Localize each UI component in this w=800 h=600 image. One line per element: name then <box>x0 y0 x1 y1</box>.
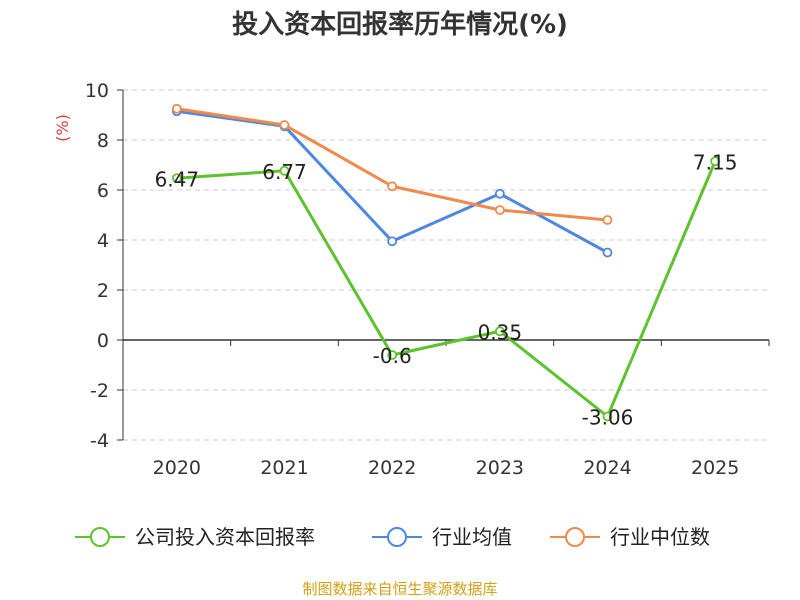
y-axis: -4 -2 0 2 4 6 8 10 <box>85 80 124 452</box>
y-tick-label: 10 <box>85 80 109 102</box>
data-point <box>387 236 398 247</box>
data-point <box>279 165 290 176</box>
series-lines <box>171 103 721 422</box>
data-label: -0.6 <box>373 344 412 368</box>
data-point <box>171 173 182 184</box>
x-axis: 2020 2021 2022 2023 2024 2025 <box>122 339 770 479</box>
legend-marker <box>387 527 407 547</box>
y-tick-label: 6 <box>97 180 109 202</box>
legend-label: 行业中位数 <box>610 525 710 549</box>
chart-title: 投入资本回报率历年情况(%) <box>232 10 568 40</box>
y-tick-label: 8 <box>97 130 109 152</box>
y-tick-label: 4 <box>97 230 109 252</box>
data-point <box>494 188 505 199</box>
x-tick-label: 2025 <box>691 457 739 479</box>
data-label: 0.35 <box>478 320 523 344</box>
y-tick-label: -4 <box>90 430 109 452</box>
data-point <box>387 350 398 360</box>
x-tick-label: 2024 <box>583 457 631 479</box>
legend-item: 公司投入资本回报率 <box>75 525 315 549</box>
legend-label: 行业均值 <box>432 525 512 549</box>
legend-item: 行业均值 <box>372 525 512 549</box>
data-label: 6.47 <box>155 167 200 191</box>
data-labels: 6.47 6.77 -0.6 0.35 -3.06 7.15 <box>155 150 738 429</box>
data-label: -3.06 <box>582 406 634 430</box>
y-tick-label: 2 <box>97 280 109 302</box>
x-tick-label: 2021 <box>260 457 308 479</box>
y-axis-unit-label: (%) <box>53 114 72 142</box>
legend: 公司投入资本回报率 行业均值 行业中位数 <box>75 525 710 549</box>
data-label: 6.77 <box>262 160 307 184</box>
legend-marker <box>565 527 585 547</box>
data-point <box>279 120 290 130</box>
series-line <box>176 160 717 418</box>
x-tick-label: 2020 <box>153 457 201 479</box>
data-point <box>602 411 613 422</box>
data-point <box>602 247 613 258</box>
legend-item: 行业中位数 <box>550 525 710 549</box>
y-tick-label: -2 <box>90 380 109 402</box>
data-point <box>387 181 398 192</box>
data-source-note: 制图数据来自恒生聚源数据库 <box>302 580 498 598</box>
legend-label: 公司投入资本回报率 <box>135 525 315 549</box>
data-point <box>494 205 505 215</box>
legend-marker <box>90 527 110 547</box>
series-line <box>176 107 608 222</box>
data-label: 7.15 <box>693 150 738 174</box>
x-tick-label: 2022 <box>368 457 416 479</box>
x-tick-label: 2023 <box>476 457 524 479</box>
data-point <box>710 156 721 167</box>
data-point <box>171 103 182 114</box>
y-tick-label: 0 <box>97 330 109 352</box>
data-point <box>602 215 613 225</box>
data-point <box>494 326 505 337</box>
